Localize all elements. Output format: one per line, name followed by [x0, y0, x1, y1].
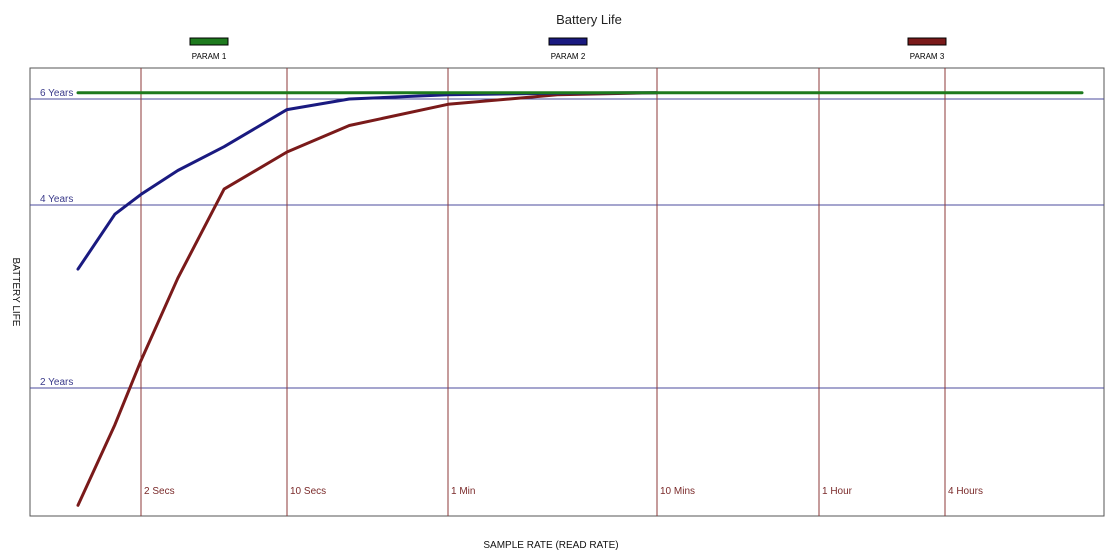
x-tick-label: 1 Hour	[822, 486, 853, 497]
x-tick-label: 10 Secs	[290, 486, 326, 497]
x-tick-label: 2 Secs	[144, 486, 175, 497]
y-tick-label: 4 Years	[40, 194, 73, 205]
series-line-param-3	[76, 91, 659, 507]
x-tick-label: 10 Mins	[660, 486, 695, 497]
legend-swatch	[907, 37, 947, 46]
legend-swatch	[189, 37, 229, 46]
chart-title: Battery Life	[556, 12, 622, 27]
y-tick-label: 2 Years	[40, 377, 73, 388]
legend-label: PARAM 1	[192, 52, 227, 61]
grid	[30, 68, 1104, 516]
series-lines	[76, 91, 1084, 507]
plot-area	[29, 67, 1105, 517]
y-tick-label: 6 Years	[40, 88, 73, 99]
y-axis-title: BATTERY LIFE	[10, 258, 21, 327]
x-tick-label: 4 Hours	[948, 486, 983, 497]
tick-labels: 2 Years 4 Years 6 Years 2 Secs 10 Secs 1 Min 1…	[40, 88, 983, 497]
x-tick-label: 1 Min	[451, 486, 475, 497]
x-axis-title: SAMPLE RATE (READ RATE)	[483, 540, 618, 551]
legend-label: PARAM 3	[910, 52, 945, 61]
legend-label: PARAM 2	[551, 52, 586, 61]
legend-swatch	[548, 37, 588, 46]
legend: PARAM 1 PARAM 2 PARAM 3	[189, 37, 947, 61]
